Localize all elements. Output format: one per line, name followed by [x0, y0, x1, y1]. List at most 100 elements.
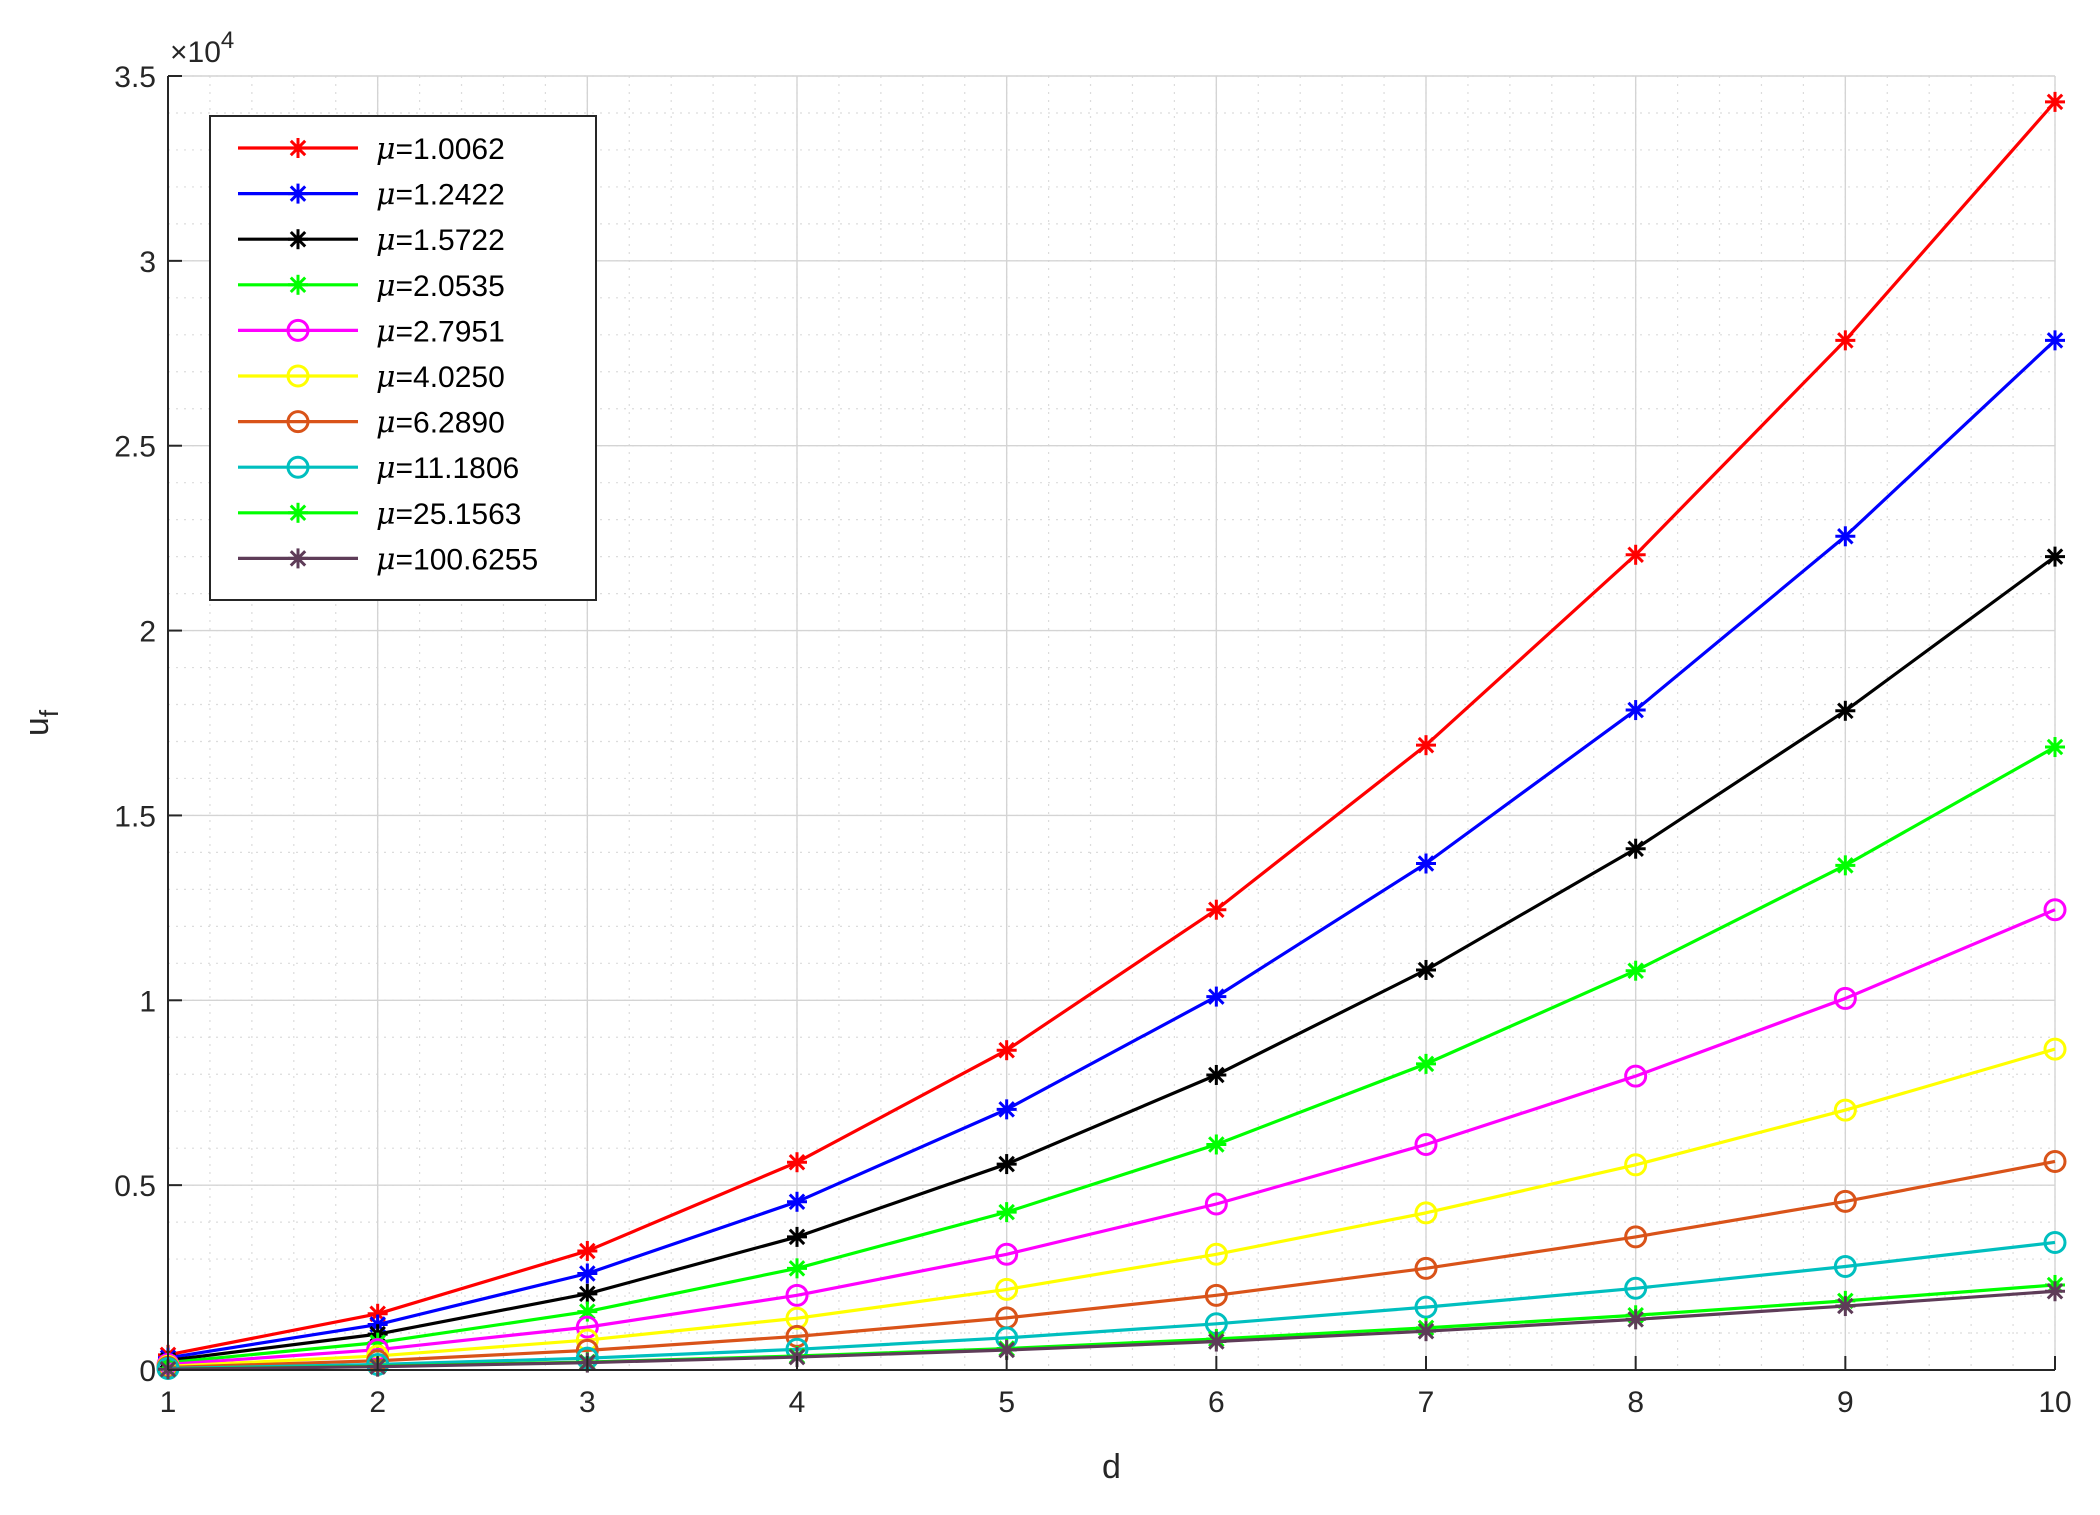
x-tick-label: 8	[1627, 1386, 1644, 1419]
data-point	[2045, 1281, 2065, 1302]
y-axis-exponent: ×104	[170, 27, 234, 69]
data-point	[1624, 1064, 1648, 1088]
legend-mu-symbol: μ	[376, 223, 396, 258]
marker-stroke	[788, 1260, 806, 1277]
data-point	[996, 1099, 1017, 1120]
data-point	[1833, 1254, 1857, 1278]
data-point	[995, 1277, 1019, 1301]
series-line	[167, 1159, 2056, 1370]
y-exponent-power: 4	[221, 27, 234, 54]
legend-label: μ=1.2422	[376, 178, 505, 213]
data-point	[2043, 1037, 2067, 1061]
data-point	[577, 1240, 598, 1261]
legend-mu-symbol: μ	[376, 360, 396, 395]
legend-mu-value: =11.1806	[396, 452, 520, 485]
x-tick-label: 2	[369, 1386, 386, 1419]
data-point	[1833, 1098, 1857, 1122]
data-point	[1625, 700, 1646, 721]
data-point	[1835, 855, 1856, 876]
data-point	[785, 1306, 809, 1330]
marker-stroke	[1627, 840, 1644, 857]
series-line	[167, 745, 2056, 1365]
legend-mu-value: =6.2890	[396, 407, 505, 440]
marker-stroke	[579, 1265, 596, 1282]
y-tick-label: 0.5	[114, 1170, 156, 1203]
legend-mu-symbol: μ	[376, 497, 396, 532]
legend-marker	[286, 455, 310, 479]
legend-mu-value: =4.0250	[396, 361, 505, 394]
marker-stroke	[998, 1101, 1015, 1118]
x-tick-label: 6	[1208, 1386, 1225, 1419]
legend-label: μ=1.5722	[376, 223, 505, 258]
series-line	[167, 1047, 2056, 1368]
series-line	[167, 339, 2057, 1360]
legend-item-1: μ=1.0062	[238, 132, 505, 167]
marker-stroke	[1417, 855, 1435, 872]
series-10	[158, 1281, 2065, 1380]
y-tick-label: 3.5	[114, 61, 156, 94]
legend-item-2: μ=1.2422	[238, 178, 505, 213]
marker-stroke	[998, 1203, 1015, 1221]
marker-stroke	[1208, 1333, 1225, 1350]
data-point	[1414, 1132, 1438, 1156]
legend-label: μ=2.0535	[376, 269, 505, 304]
marker-stroke	[788, 1153, 806, 1171]
marker-stroke	[998, 1041, 1015, 1059]
y-axis-label: uf	[18, 709, 64, 736]
data-point	[577, 1263, 598, 1284]
data-point	[575, 1315, 599, 1339]
data-point	[2045, 330, 2065, 351]
data-point	[1835, 526, 1856, 547]
data-point	[1625, 960, 1646, 981]
marker-stroke	[1417, 961, 1435, 979]
marker-stroke	[1627, 962, 1644, 979]
marker-stroke	[998, 1341, 1015, 1359]
legend-marker	[286, 364, 310, 388]
marker-stroke	[1837, 1297, 1854, 1315]
marker-stroke	[2046, 332, 2064, 349]
legend-mu-symbol: μ	[376, 314, 396, 349]
data-point	[996, 1040, 1017, 1061]
marker-stroke	[1627, 1311, 1644, 1328]
y-axis-label-subscript: f	[34, 709, 64, 717]
legend-mu-value: =1.5722	[396, 224, 505, 257]
data-point	[1206, 1331, 1227, 1352]
marker-stroke	[2046, 1282, 2064, 1300]
marker-stroke	[1417, 1055, 1435, 1073]
legend-item-4: μ=2.0535	[238, 269, 505, 304]
axes	[167, 76, 2055, 1371]
y-tick-label: 1	[139, 985, 156, 1018]
x-tick-label: 3	[579, 1386, 596, 1419]
legend-item-10: μ=100.6255	[238, 542, 538, 577]
series-line	[167, 1289, 2056, 1371]
data-point	[1624, 1225, 1648, 1249]
legend-label: μ=6.2890	[376, 406, 505, 441]
series-line	[167, 100, 2057, 1357]
data-point	[1833, 986, 1857, 1010]
x-tick-label: 10	[2038, 1386, 2071, 1419]
data-point	[1414, 1295, 1438, 1319]
y-tick-label: 2.5	[114, 431, 156, 464]
data-point	[1414, 1256, 1438, 1280]
data-point	[1625, 838, 1646, 859]
data-point	[1625, 544, 1646, 565]
legend-item-5: μ=2.7951	[238, 314, 505, 349]
marker-stroke	[788, 1228, 806, 1246]
legend-item-3: μ=1.5722	[238, 223, 505, 258]
legend-label: μ=4.0250	[376, 360, 505, 395]
y-exponent-base: ×10	[170, 36, 221, 69]
data-point	[577, 1301, 598, 1322]
marker-stroke	[1208, 988, 1225, 1005]
y-tick-label: 3	[139, 246, 156, 279]
data-point	[1416, 735, 1436, 756]
legend-item-6: μ=4.0250	[238, 360, 505, 395]
legend-item-9: μ=25.1563	[238, 497, 521, 532]
marker-stroke	[289, 276, 307, 294]
x-tick-label: 9	[1837, 1386, 1854, 1419]
data-point	[996, 1154, 1017, 1175]
legend-mu-value: =1.0062	[396, 133, 505, 166]
data-point	[787, 1226, 807, 1247]
marker-stroke	[1417, 1322, 1435, 1340]
legend-label: μ=11.1806	[376, 451, 519, 486]
marker-stroke	[1837, 528, 1854, 545]
